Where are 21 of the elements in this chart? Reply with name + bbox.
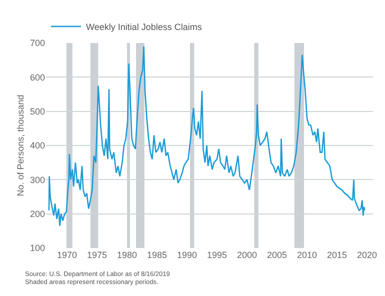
y-tick-label: 300 <box>30 174 45 185</box>
x-tick-label: 1990 <box>176 250 198 260</box>
x-tick-label: 2015 <box>326 250 348 260</box>
x-tick-label: 1985 <box>146 250 168 260</box>
legend-label: Weekly Initial Jobless Claims <box>86 22 202 32</box>
y-tick-label: 500 <box>30 106 45 116</box>
x-tick-label: 1975 <box>86 250 108 260</box>
y-axis-title: No. of Persons, thousand <box>15 94 26 196</box>
y-tick-label: 400 <box>30 140 45 151</box>
x-tick-label: 1995 <box>206 250 228 260</box>
x-tick-label: 2020 <box>356 250 378 260</box>
x-tick-label: 1970 <box>56 250 78 260</box>
y-tick-label: 600 <box>30 72 45 82</box>
x-tick-label: 2000 <box>236 250 258 260</box>
x-tick-label: 1980 <box>116 250 138 260</box>
x-tick-label: 2010 <box>296 250 318 260</box>
y-tick-label: 700 <box>30 38 45 48</box>
line-series <box>48 46 366 226</box>
x-tick-label: 2005 <box>266 250 288 260</box>
y-tick-label: 100 <box>30 243 45 254</box>
y-tick-label: 200 <box>30 208 45 219</box>
